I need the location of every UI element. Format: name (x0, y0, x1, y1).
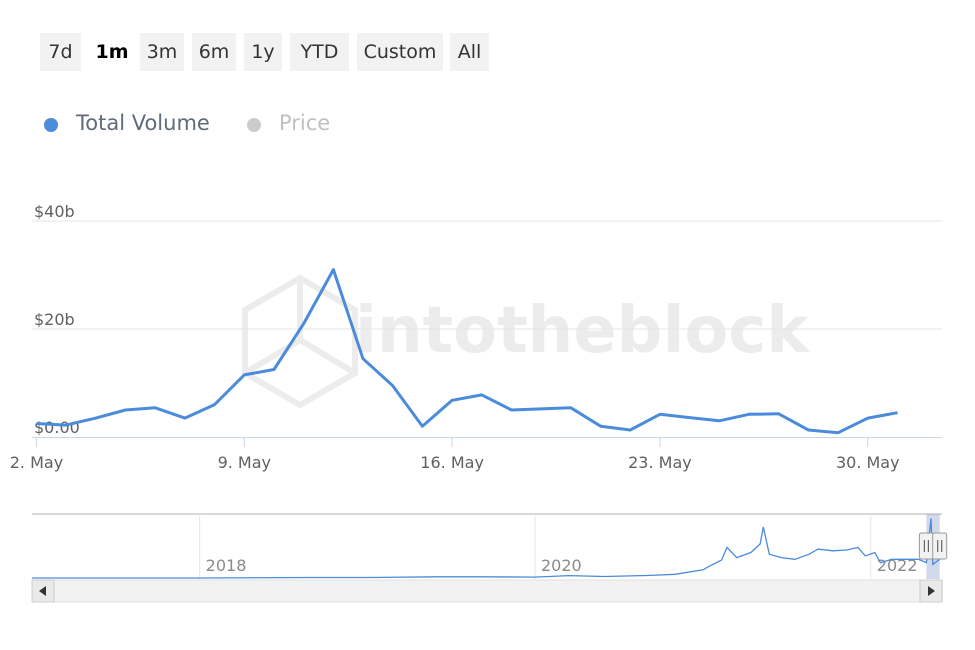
x-tick-label: 9. May (218, 453, 271, 472)
legend-item-price[interactable]: Price (247, 108, 342, 138)
x-tick-label: 23. May (628, 453, 692, 472)
range-button-6m[interactable]: 6m (192, 33, 236, 71)
range-button-1m[interactable]: 1m (90, 33, 134, 71)
y-tick-label: $40b (34, 202, 75, 221)
navigator-tick-label: 2020 (541, 556, 582, 575)
range-button-3m[interactable]: 3m (140, 33, 184, 71)
legend-marker-total-volume (44, 118, 58, 132)
y-tick-label: $0.00 (34, 418, 80, 437)
chart-grid (32, 220, 942, 438)
legend-item-total-volume[interactable]: Total Volume (44, 108, 234, 138)
navigator-handle-left[interactable] (918, 532, 934, 560)
range-button-custom[interactable]: Custom (357, 33, 443, 71)
navigator-tick-label: 2018 (206, 556, 247, 575)
legend-label-price: Price (279, 111, 331, 135)
range-button-all[interactable]: All (450, 33, 489, 71)
scroll-left-button[interactable] (31, 579, 55, 603)
range-button-ytd[interactable]: YTD (290, 33, 349, 71)
x-tick-label: 30. May (836, 453, 900, 472)
legend-label-total-volume: Total Volume (76, 111, 210, 135)
total-volume-line (36, 268, 898, 435)
navigator-series-line (32, 518, 941, 579)
legend-marker-price (247, 118, 261, 132)
range-button-7d[interactable]: 7d (40, 33, 81, 71)
series-total-volume (36, 268, 898, 435)
arrow-right-icon (928, 586, 935, 596)
y-tick-label: $20b (34, 310, 75, 329)
x-tick-label: 2. May (10, 453, 63, 472)
x-tick-label: 16. May (420, 453, 484, 472)
arrow-left-icon (39, 586, 46, 596)
range-button-1y[interactable]: 1y (244, 33, 282, 71)
intotheblock-logo-icon (242, 274, 358, 409)
navigator[interactable]: 2018 2020 2022 (31, 513, 948, 603)
x-axis: 2. May 9. May 16. May 23. May 30. May (10, 437, 900, 472)
navigator-scrollbar[interactable] (31, 579, 943, 603)
intotheblock-watermark: intotheblock (242, 274, 810, 409)
watermark-text: intotheblock (355, 294, 810, 368)
y-axis: $0.00 $20b $40b (34, 202, 80, 437)
scroll-right-button[interactable] (919, 579, 943, 603)
navigator-handle-right[interactable] (932, 532, 948, 560)
